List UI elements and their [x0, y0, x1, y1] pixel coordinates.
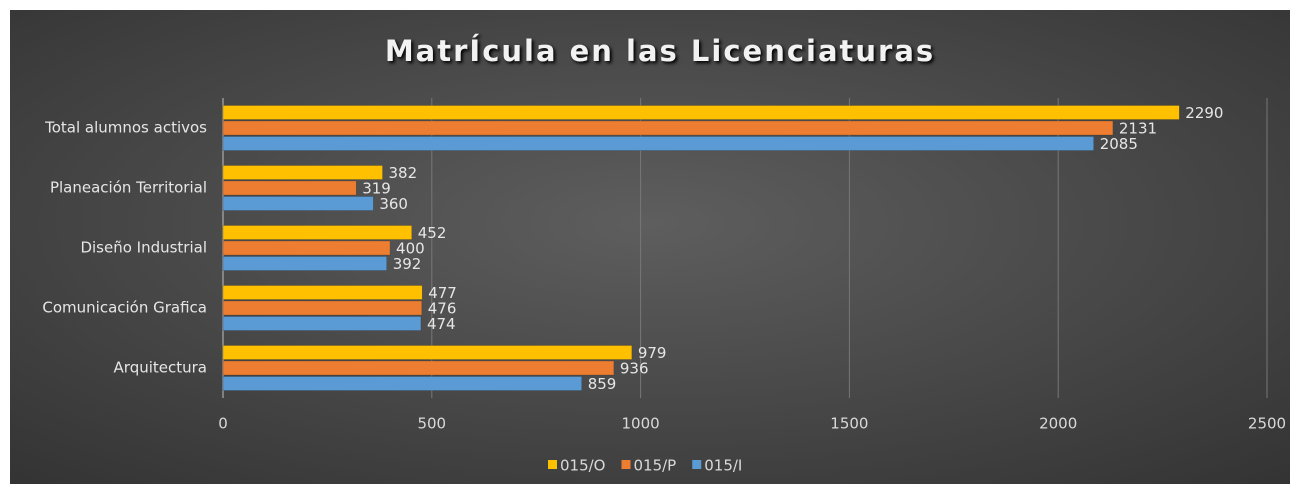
bar — [222, 225, 413, 240]
legend-label: 015/I — [704, 457, 742, 475]
bar — [222, 285, 423, 300]
y-tick-label: Arquitectura — [114, 359, 207, 377]
data-label: 319 — [362, 180, 391, 198]
data-label: 979 — [638, 344, 667, 362]
bar — [222, 240, 391, 256]
legend-swatch — [621, 460, 631, 469]
y-tick-label: Comunicación Grafica — [42, 299, 207, 317]
chart-title: MatrÍcula en las Licenciaturas — [385, 34, 935, 68]
bar — [222, 136, 1094, 151]
legend-swatch — [548, 460, 557, 469]
data-label: 859 — [588, 375, 617, 393]
x-tick-label: 1000 — [622, 415, 660, 433]
data-label: 2085 — [1100, 135, 1138, 153]
bar — [222, 105, 1180, 120]
data-label: 400 — [396, 240, 425, 258]
bar — [222, 376, 582, 391]
legend-swatch — [692, 460, 702, 469]
bar — [222, 256, 387, 271]
bar — [222, 165, 383, 180]
bar — [222, 300, 423, 316]
x-tick-label: 500 — [417, 415, 446, 433]
data-label: 477 — [428, 284, 457, 302]
x-tick-label: 1500 — [830, 415, 868, 433]
data-label: 2290 — [1185, 104, 1223, 122]
data-label: 360 — [379, 195, 408, 213]
x-tick-label: 2500 — [1248, 415, 1286, 433]
bar — [222, 120, 1114, 136]
bar — [222, 345, 633, 360]
data-label: 474 — [427, 315, 456, 333]
legend-label: 015/P — [634, 457, 677, 475]
x-tick-label: 0 — [218, 415, 228, 433]
data-label: 392 — [393, 255, 422, 273]
data-label: 476 — [428, 300, 457, 318]
y-tick-label: Diseño Industrial — [80, 239, 207, 257]
bar — [222, 196, 374, 211]
data-label: 382 — [389, 164, 418, 182]
data-label: 936 — [620, 360, 649, 378]
legend-label: 015/O — [560, 457, 606, 475]
x-tick-label: 2000 — [1039, 415, 1077, 433]
y-tick-label: Total alumnos activos — [44, 119, 207, 137]
bar — [222, 316, 422, 331]
data-label: 452 — [418, 224, 447, 242]
y-tick-label: Planeación Territorial — [50, 179, 207, 197]
bar — [222, 180, 357, 196]
data-label: 2131 — [1119, 120, 1157, 138]
bar — [222, 360, 615, 376]
